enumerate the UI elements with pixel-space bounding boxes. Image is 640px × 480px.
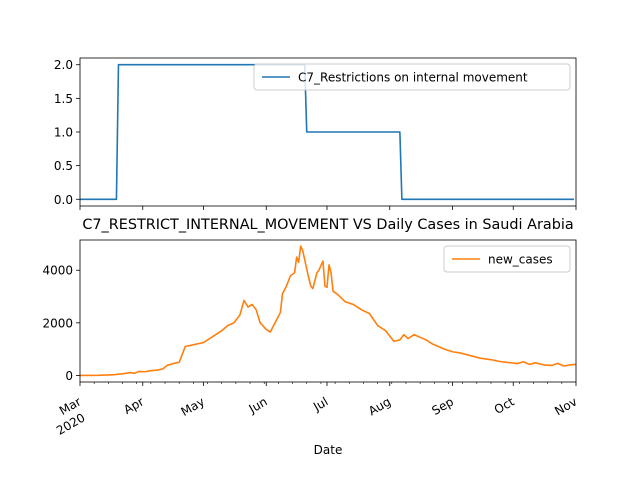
x-tick-label: Apr	[121, 394, 146, 417]
series-line-new-cases	[79, 245, 577, 377]
x-tick-label: Sep	[429, 394, 456, 417]
legend-label: C7_Restrictions on internal movement	[298, 71, 528, 85]
y-tick-label: 2.0	[54, 58, 73, 72]
bottom-axes: 0 2000 4000 C7_RESTRICT_INTERNAL_MOVEMENT V…	[42, 217, 579, 457]
chart-title: C7_RESTRICT_INTERNAL_MOVEMENT VS Daily C…	[82, 217, 573, 233]
y-tick-label: 0.0	[54, 193, 73, 207]
y-tick-label: 0.5	[54, 159, 73, 173]
top-axes: 0.0 0.5 1.0 1.5 2.0 C7_Restrictions on intern…	[54, 57, 577, 210]
x-tick-label: Nov	[552, 394, 579, 418]
x-tick-label: Oct	[492, 394, 517, 417]
y-tick-label: 2000	[42, 316, 73, 330]
y-tick-label: 1.0	[54, 126, 73, 140]
x-tick-label: May	[179, 394, 207, 419]
y-tick-label: 1.5	[54, 92, 73, 106]
y-tick-label: 0	[65, 369, 73, 383]
legend-box	[253, 63, 571, 91]
axes-frame	[79, 239, 577, 383]
x-tick-label: Jun	[246, 394, 270, 416]
series-line-c7-restrictions-on-internal-movement	[80, 63, 574, 201]
legend-label: new_cases	[488, 253, 553, 267]
y-tick-label: 4000	[42, 264, 73, 278]
x-tick-label: Jul	[310, 394, 330, 414]
x-tick-label: Aug	[366, 394, 393, 418]
x-axis-label: Date	[314, 443, 343, 457]
axes-frame	[79, 57, 577, 207]
x-tick-sublabel: 2020	[54, 410, 87, 437]
legend-box	[443, 245, 571, 273]
